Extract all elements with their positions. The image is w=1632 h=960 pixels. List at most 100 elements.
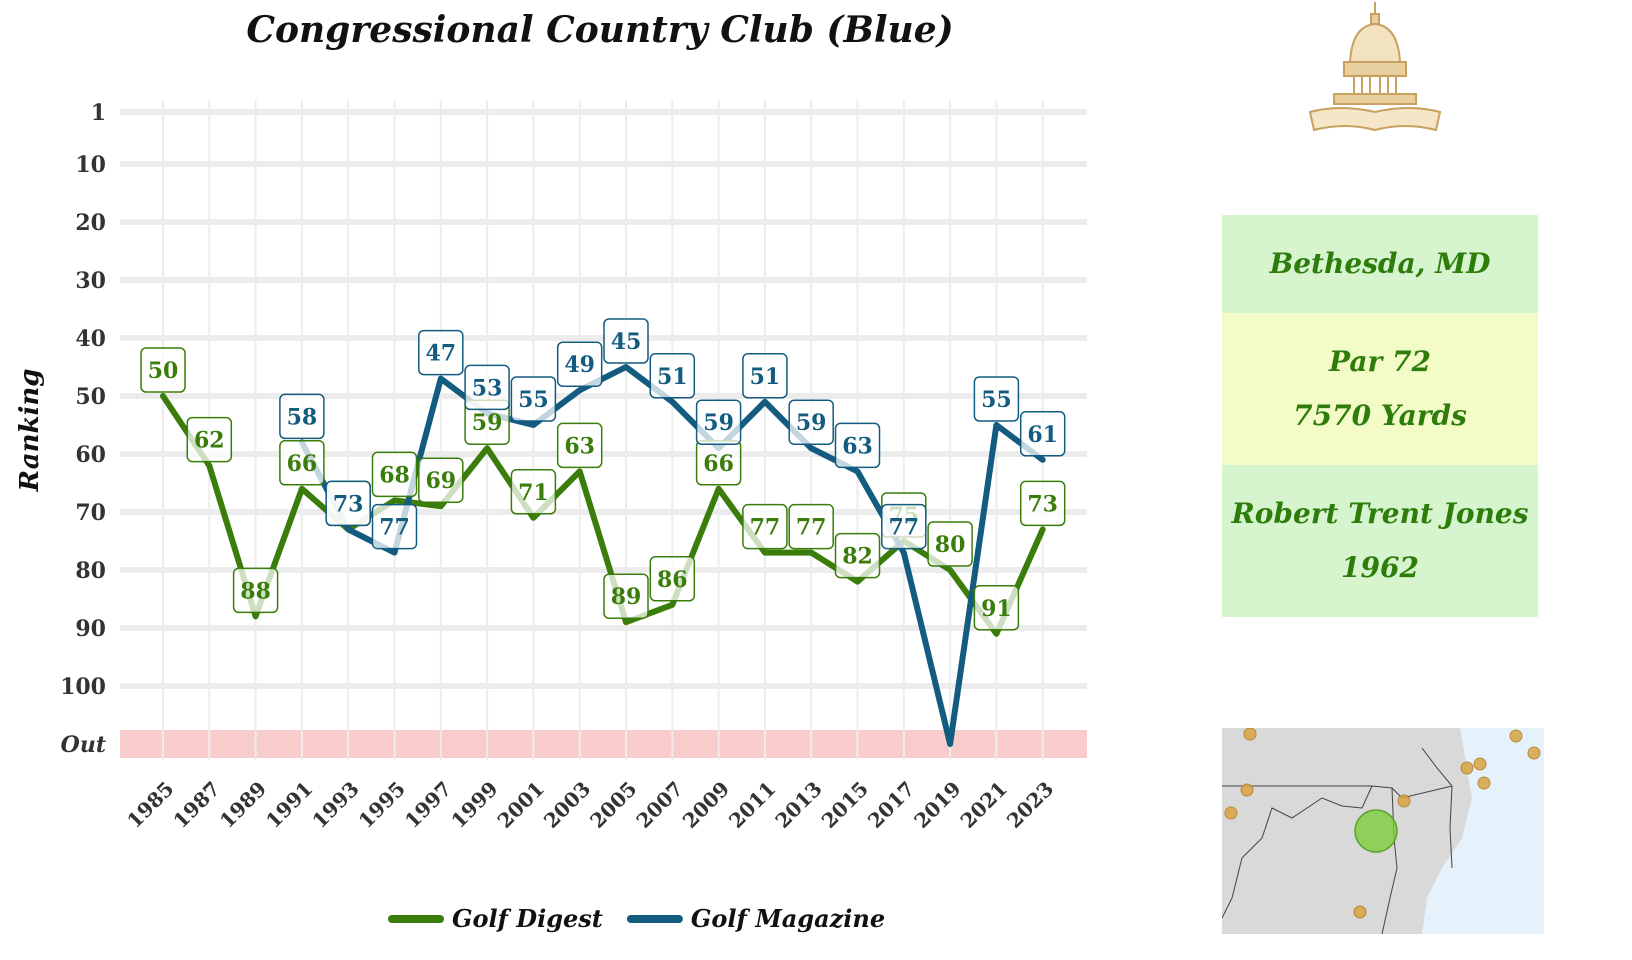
data-label: 63 [564,433,595,459]
data-label-box [742,353,788,399]
region-map [1221,727,1544,935]
data-label-box [186,416,233,463]
y-tick-label: 100 [60,674,106,700]
data-label: 66 [703,451,734,477]
map-ocean [1422,728,1544,934]
data-label: 47 [425,341,456,367]
data-label-box [881,503,927,550]
par-text: Par 72 [1329,345,1431,378]
data-label: 59 [796,410,827,436]
data-label-box [371,451,418,498]
data-label: 71 [518,480,549,506]
x-tick-label: 1989 [215,777,271,833]
x-tick-label: 1993 [307,777,363,833]
data-label-box [788,503,834,550]
data-label: 45 [611,329,642,355]
data-label-box [279,440,325,486]
par-yards-cell: Par 72 7570 Yards [1222,313,1538,465]
x-tick-label: 1999 [446,777,502,833]
data-label: 73 [1027,491,1058,517]
data-label-box [742,503,788,550]
data-label-box [927,521,973,567]
data-label-box [418,329,464,376]
data-label-box [1019,480,1066,527]
y-tick-label: 40 [75,326,106,352]
data-label-box [649,556,696,602]
x-tick-label: 2015 [817,777,873,833]
data-label-box [603,573,649,619]
y-tick-label: 20 [75,210,106,236]
data-label-box [371,503,418,550]
x-tick-label: 2011 [724,777,780,833]
y-axis-label: Ranking [15,369,45,493]
data-label-box [140,347,186,393]
legend: Golf Digest Golf Magazine [388,904,885,933]
data-label: 58 [287,404,318,430]
data-label: 86 [657,567,688,593]
x-tick-label: 1991 [261,777,317,833]
data-label-box [649,353,696,399]
data-label: 63 [842,433,873,459]
data-label: 77 [796,515,827,541]
data-label: 68 [379,462,410,488]
data-label-box [603,318,649,364]
x-tick-label: 2003 [539,777,595,833]
out-band [120,730,1087,758]
x-tick-label: 2001 [493,777,549,833]
x-tick-label: 2017 [863,777,919,833]
location-map [1221,727,1544,935]
data-label: 80 [935,532,966,558]
yards-text: 7570 Yards [1293,399,1467,432]
data-label-box [418,457,464,503]
x-tick-label: 2009 [678,777,734,833]
x-tick-label: 1997 [400,777,456,833]
data-label-box [695,399,742,445]
y-tick-label: 50 [75,384,106,410]
data-label: 50 [148,358,179,384]
course-markers [1224,727,1541,919]
y-tick-label: 10 [75,152,106,178]
data-label: 49 [564,352,595,378]
architect-cell: Robert Trent Jones 1962 [1222,465,1538,617]
data-label: 59 [703,410,734,436]
x-tick-label: 2023 [1002,777,1058,833]
x-tick-label: 2005 [585,777,641,833]
y-tick-label: 80 [75,558,106,584]
location-text: Bethesda, MD [1269,247,1491,280]
x-axis-ticks: 1985198719891991199319951997199920012003… [122,777,1058,833]
data-label: 51 [657,364,688,390]
legend-label: Golf Magazine [691,904,885,933]
data-label-box [510,376,557,422]
series-line [298,364,1046,747]
chart-title: Congressional Country Club (Blue) [246,9,953,51]
data-label: 51 [750,364,781,390]
year-text: 1962 [1341,551,1419,584]
x-tick-label: 1995 [354,777,410,833]
x-tick-label: 2013 [770,777,826,833]
data-label: 82 [842,544,873,570]
data-label-box [556,422,603,469]
data-label: 73 [333,491,364,517]
data-label-box [973,376,1020,422]
y-tick-label: 70 [75,500,106,526]
data-label-box [232,567,279,614]
data-label: 88 [240,578,271,604]
x-tick-label: 2019 [909,777,965,833]
data-label: 77 [379,515,410,541]
data-label: 55 [518,387,549,413]
location-cell: Bethesda, MD [1222,215,1538,313]
data-label: 59 [472,410,503,436]
architect-text: Robert Trent Jones [1231,497,1529,530]
data-label: 77 [750,515,781,541]
data-label-box [834,422,881,469]
y-axis-ticks: 1 10 20 30 40 50 60 70 80 90 100 Out [60,100,106,758]
data-label-box [1019,411,1066,457]
data-label: 53 [472,375,503,401]
data-label: 61 [1027,422,1058,448]
data-label: 89 [611,584,642,610]
data-label: 69 [425,468,456,494]
y-tick-label: 60 [75,442,106,468]
y-tick-label: 90 [75,616,106,642]
data-labels: 5062886673686959716389866677778275809173… [140,318,1066,631]
